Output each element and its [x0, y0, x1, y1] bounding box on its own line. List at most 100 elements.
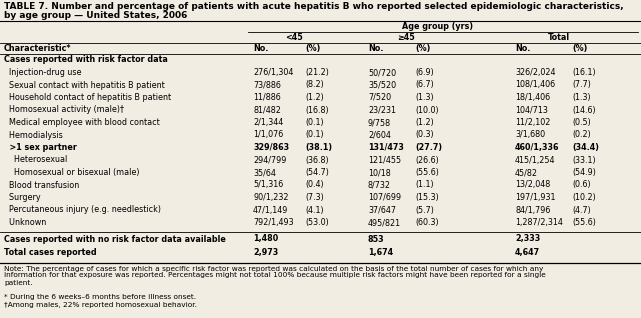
- Text: (6.7): (6.7): [415, 80, 434, 89]
- Text: Surgery: Surgery: [4, 193, 40, 202]
- Text: (36.8): (36.8): [305, 156, 329, 164]
- Text: 37/647: 37/647: [368, 205, 396, 215]
- Text: 7/520: 7/520: [368, 93, 391, 102]
- Text: (0.2): (0.2): [572, 130, 591, 140]
- Text: (1.2): (1.2): [305, 93, 324, 102]
- Text: 294/799: 294/799: [253, 156, 287, 164]
- Text: 73/886: 73/886: [253, 80, 281, 89]
- Text: (8.2): (8.2): [305, 80, 324, 89]
- Text: 81/482: 81/482: [253, 106, 281, 114]
- Text: No.: No.: [368, 44, 383, 53]
- Text: †Among males, 22% reported homosexual behavior.: †Among males, 22% reported homosexual be…: [4, 302, 197, 308]
- Text: (1.2): (1.2): [415, 118, 434, 127]
- Text: 2/604: 2/604: [368, 130, 391, 140]
- Text: (16.8): (16.8): [305, 106, 329, 114]
- Text: (21.2): (21.2): [305, 68, 329, 77]
- Text: 460/1,336: 460/1,336: [515, 143, 560, 152]
- Text: 10/18: 10/18: [368, 168, 391, 177]
- Text: (0.5): (0.5): [572, 118, 591, 127]
- Text: 4,647: 4,647: [515, 248, 540, 257]
- Text: 84/1,796: 84/1,796: [515, 205, 551, 215]
- Text: 121/455: 121/455: [368, 156, 401, 164]
- Text: 1,287/2,314: 1,287/2,314: [515, 218, 563, 227]
- Text: (14.6): (14.6): [572, 106, 595, 114]
- Text: 853: 853: [368, 234, 385, 244]
- Text: 131/473: 131/473: [368, 143, 404, 152]
- Text: 792/1,493: 792/1,493: [253, 218, 294, 227]
- Text: (33.1): (33.1): [572, 156, 595, 164]
- Text: * During the 6 weeks–6 months before illness onset.: * During the 6 weeks–6 months before ill…: [4, 294, 196, 301]
- Text: (%): (%): [572, 44, 587, 53]
- Text: (54.7): (54.7): [305, 168, 329, 177]
- Text: 23/231: 23/231: [368, 106, 396, 114]
- Text: (54.9): (54.9): [572, 168, 596, 177]
- Text: 1/1,076: 1/1,076: [253, 130, 283, 140]
- Text: 197/1,931: 197/1,931: [515, 193, 556, 202]
- Text: Percutaneous injury (e.g. needlestick): Percutaneous injury (e.g. needlestick): [4, 205, 161, 215]
- Text: No.: No.: [515, 44, 530, 53]
- Text: Medical employee with blood contact: Medical employee with blood contact: [4, 118, 160, 127]
- Text: 47/1,149: 47/1,149: [253, 205, 288, 215]
- Text: Characteristic*: Characteristic*: [4, 44, 72, 53]
- Text: (27.7): (27.7): [415, 143, 442, 152]
- Text: 329/863: 329/863: [253, 143, 289, 152]
- Text: 495/821: 495/821: [368, 218, 401, 227]
- Text: (1.3): (1.3): [415, 93, 433, 102]
- Text: (60.3): (60.3): [415, 218, 438, 227]
- Text: >1 sex partner: >1 sex partner: [4, 143, 77, 152]
- Text: Note: The percentage of cases for which a specific risk factor was reported was : Note: The percentage of cases for which …: [4, 266, 545, 286]
- Text: (4.7): (4.7): [572, 205, 591, 215]
- Text: 13/2,048: 13/2,048: [515, 181, 550, 190]
- Text: (38.1): (38.1): [305, 143, 332, 152]
- Text: 5/1,316: 5/1,316: [253, 181, 283, 190]
- Text: (53.0): (53.0): [305, 218, 329, 227]
- Text: (0.3): (0.3): [415, 130, 433, 140]
- Text: <45: <45: [285, 33, 303, 42]
- Text: (5.7): (5.7): [415, 205, 434, 215]
- Text: (7.3): (7.3): [305, 193, 324, 202]
- Text: (4.1): (4.1): [305, 205, 324, 215]
- Text: 104/713: 104/713: [515, 106, 548, 114]
- Text: (0.1): (0.1): [305, 118, 324, 127]
- Text: 108/1,406: 108/1,406: [515, 80, 555, 89]
- Text: TABLE 7. Number and percentage of patients with acute hepatitis B who reported s: TABLE 7. Number and percentage of patien…: [4, 2, 624, 11]
- Text: (16.1): (16.1): [572, 68, 595, 77]
- Text: 107/699: 107/699: [368, 193, 401, 202]
- Text: 11/886: 11/886: [253, 93, 281, 102]
- Text: 18/1,406: 18/1,406: [515, 93, 550, 102]
- Text: Heterosexual: Heterosexual: [4, 156, 67, 164]
- Text: Injection-drug use: Injection-drug use: [4, 68, 81, 77]
- Text: Cases reported with risk factor data: Cases reported with risk factor data: [4, 55, 168, 64]
- Text: Homosexual or bisexual (male): Homosexual or bisexual (male): [4, 168, 140, 177]
- Text: 35/520: 35/520: [368, 80, 396, 89]
- Text: 45/82: 45/82: [515, 168, 538, 177]
- Text: by age group — United States, 2006: by age group — United States, 2006: [4, 11, 187, 20]
- Text: Blood transfusion: Blood transfusion: [4, 181, 79, 190]
- Text: (%): (%): [305, 44, 320, 53]
- Text: 2,973: 2,973: [253, 248, 278, 257]
- Text: 2/1,344: 2/1,344: [253, 118, 283, 127]
- Text: (0.4): (0.4): [305, 181, 324, 190]
- Text: (55.6): (55.6): [415, 168, 439, 177]
- Text: 1,480: 1,480: [253, 234, 278, 244]
- Text: (6.9): (6.9): [415, 68, 434, 77]
- Text: (34.4): (34.4): [572, 143, 599, 152]
- Text: (26.6): (26.6): [415, 156, 438, 164]
- Text: (%): (%): [415, 44, 430, 53]
- Text: 11/2,102: 11/2,102: [515, 118, 551, 127]
- Text: (0.1): (0.1): [305, 130, 324, 140]
- Text: Unknown: Unknown: [4, 218, 46, 227]
- Text: 3/1,680: 3/1,680: [515, 130, 545, 140]
- Text: (15.3): (15.3): [415, 193, 438, 202]
- Text: (0.6): (0.6): [572, 181, 590, 190]
- Text: Age group (yrs): Age group (yrs): [402, 22, 473, 31]
- Text: 276/1,304: 276/1,304: [253, 68, 294, 77]
- Text: 50/720: 50/720: [368, 68, 396, 77]
- Text: 90/1,232: 90/1,232: [253, 193, 288, 202]
- Text: Total: Total: [547, 33, 570, 42]
- Text: 35/64: 35/64: [253, 168, 276, 177]
- Text: 1,674: 1,674: [368, 248, 393, 257]
- Text: (10.0): (10.0): [415, 106, 438, 114]
- Text: (10.2): (10.2): [572, 193, 595, 202]
- Text: (7.7): (7.7): [572, 80, 591, 89]
